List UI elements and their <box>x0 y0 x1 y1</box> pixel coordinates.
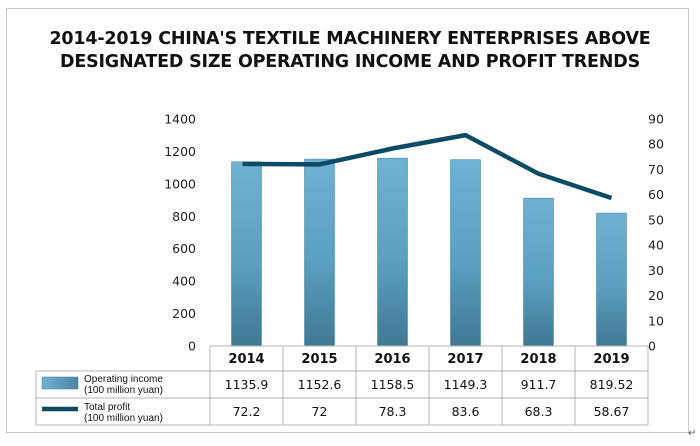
left-tick-label: 0 <box>188 339 196 354</box>
data-table: 2014 2015 2016 2017 2018 2019 Operating income… <box>35 345 649 426</box>
income-bar <box>304 158 335 347</box>
profit-value-label: 58.67 <box>594 404 630 419</box>
legend-profit-unit: (100 million yuan) <box>84 413 163 424</box>
profit-value-label: 68.3 <box>525 404 553 419</box>
right-tick-label: 30 <box>648 263 664 278</box>
legend-income-unit: (100 million yuan) <box>84 385 163 396</box>
left-tick-label: 1000 <box>164 176 196 191</box>
profit-line-layer <box>242 132 613 201</box>
left-tick-label: 600 <box>172 241 196 256</box>
right-tick-label: 80 <box>648 137 664 152</box>
legend-income-name: Operating income <box>84 374 163 385</box>
category-label: 2016 <box>374 352 410 367</box>
profit-value-label: 72.2 <box>233 404 261 419</box>
chart-title-line-2: DESIGNATED SIZE OPERATING INCOME AND PRO… <box>60 52 640 72</box>
left-tick-label: 200 <box>172 306 196 321</box>
right-tick-label: 60 <box>648 187 664 202</box>
right-tick-label: 90 <box>648 112 664 127</box>
chart-title-line-1: 2014-2019 CHINA'S TEXTILE MACHINERY ENTE… <box>49 29 651 49</box>
income-bar <box>377 157 408 347</box>
right-tick-label: 40 <box>648 238 664 253</box>
chart-frame <box>6 8 689 433</box>
income-bar <box>231 161 262 347</box>
income-value-label: 1149.3 <box>444 377 488 392</box>
corner-mark: ↵ <box>688 428 697 439</box>
left-tick-label: 800 <box>172 209 196 224</box>
income-bar <box>450 159 481 347</box>
category-label: 2014 <box>228 352 264 367</box>
category-label: 2018 <box>520 352 556 367</box>
left-tick-label: 400 <box>172 274 196 289</box>
income-value-label: 1152.6 <box>298 377 342 392</box>
income-value-label: 1158.5 <box>371 377 415 392</box>
left-tick-label: 1400 <box>164 112 196 127</box>
left-tick-label: 1200 <box>164 144 196 159</box>
profit-value-label: 72 <box>312 404 328 419</box>
legend-profit-name: Total profit <box>84 402 130 413</box>
income-value-label: 819.52 <box>590 377 634 392</box>
right-tick-label: 20 <box>648 288 664 303</box>
income-bars <box>231 157 627 347</box>
category-label: 2015 <box>301 352 337 367</box>
income-bar <box>596 212 627 347</box>
right-tick-label: 10 <box>648 313 664 328</box>
right-tick-label: 0 <box>648 339 656 354</box>
right-tick-label: 50 <box>648 212 664 227</box>
profit-value-label: 83.6 <box>452 404 480 419</box>
legend-bar-swatch <box>41 376 79 390</box>
income-value-label: 1135.9 <box>225 377 269 392</box>
income-bar <box>523 197 554 347</box>
category-label: 2019 <box>593 352 629 367</box>
profit-line <box>242 132 613 201</box>
income-value-label: 911.7 <box>521 377 557 392</box>
right-tick-label: 70 <box>648 162 664 177</box>
profit-value-label: 78.3 <box>379 404 407 419</box>
right-axis-ticks: 0 10 20 30 40 50 60 70 80 90 <box>648 112 664 354</box>
category-label: 2017 <box>447 352 483 367</box>
left-axis-ticks: 0 200 400 600 800 1000 1200 1400 <box>164 112 196 354</box>
